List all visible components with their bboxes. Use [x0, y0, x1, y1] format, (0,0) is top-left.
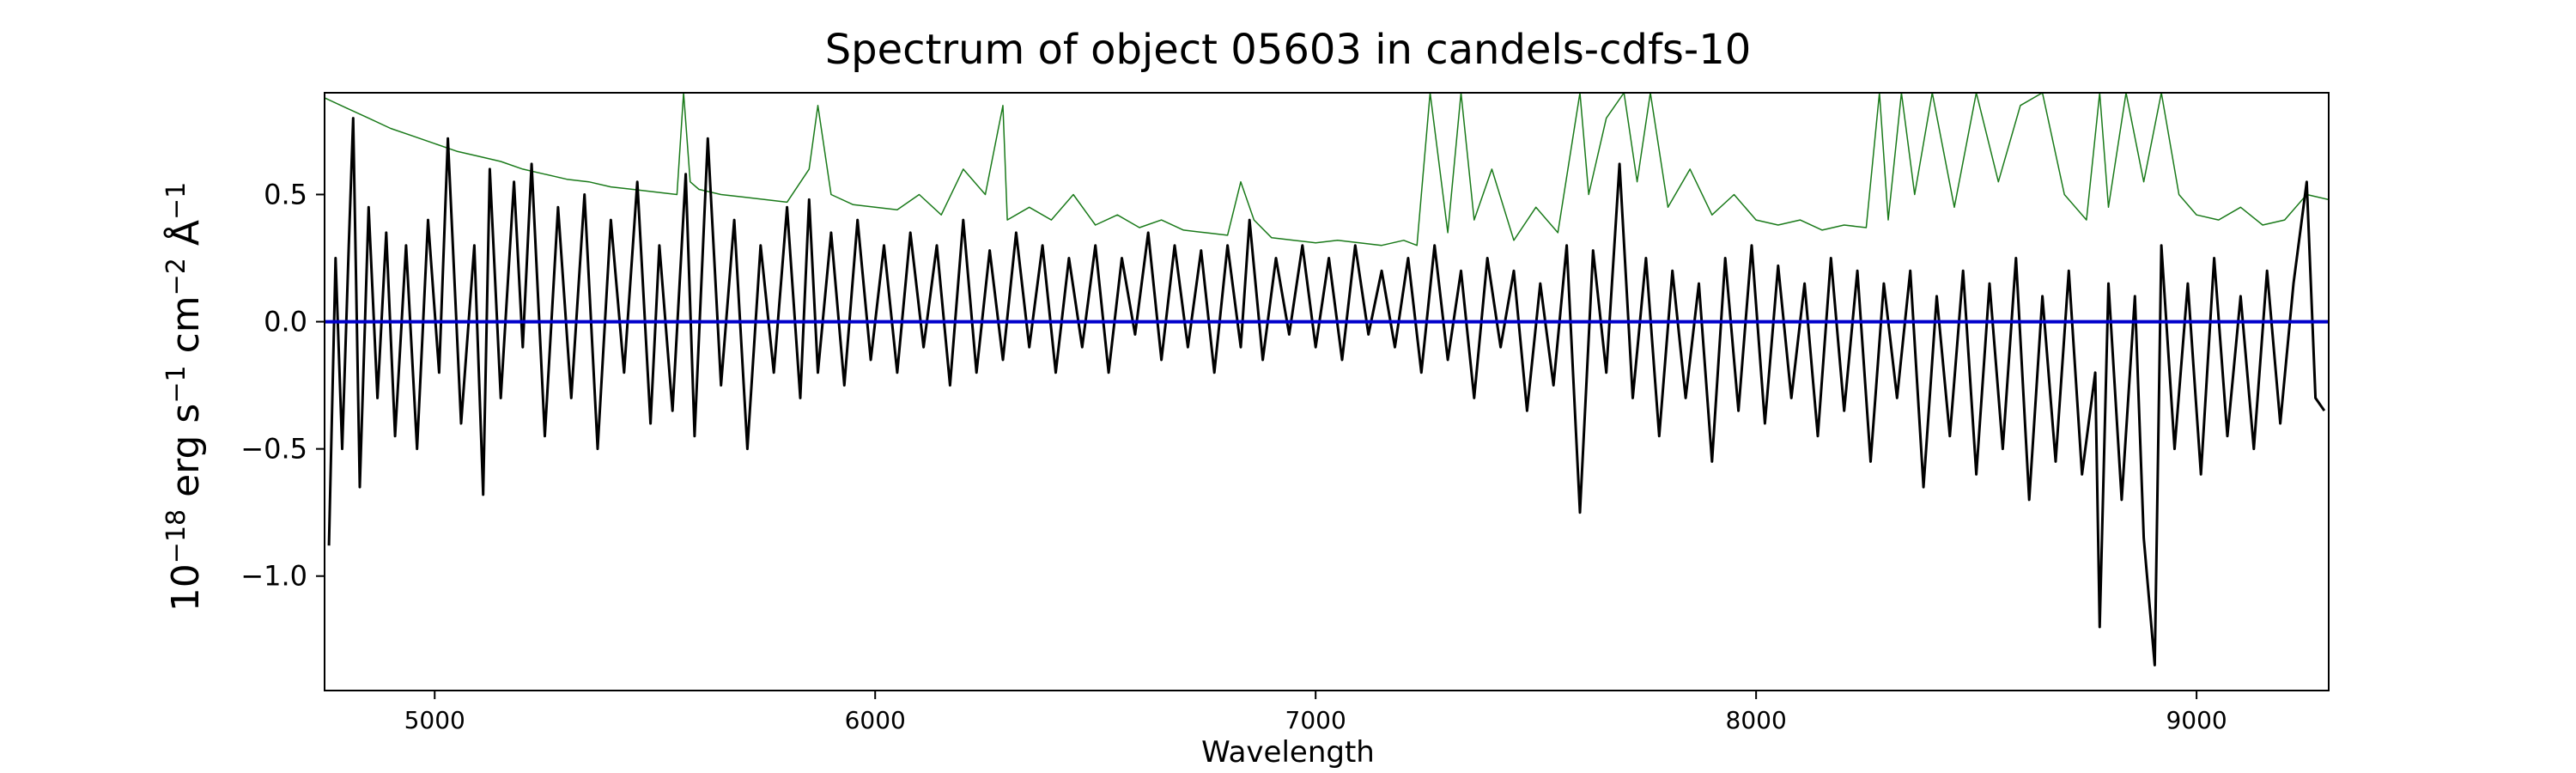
series-layer — [325, 93, 2329, 666]
x-axis-label: Wavelength — [1201, 735, 1375, 770]
ticks-layer: 5000 6000 7000 8000 9000 −1.0 −0.5 0.0 0.5 — [240, 178, 2227, 734]
x-tick-label: 7000 — [1285, 706, 1346, 734]
x-tick-label: 5000 — [404, 706, 465, 734]
x-tick-label: 6000 — [845, 706, 906, 734]
y-tick-label: 0.5 — [264, 178, 307, 210]
y-tick-label: −0.5 — [240, 433, 307, 466]
series-line-error — [325, 93, 2329, 247]
y-tick-label: −1.0 — [240, 560, 307, 593]
x-tick-label: 9000 — [2166, 706, 2227, 734]
series-line-flux — [327, 117, 2326, 666]
x-tick-label: 8000 — [1726, 706, 1787, 734]
axes-frame — [324, 92, 2330, 691]
y-tick-label: 0.0 — [264, 306, 307, 338]
chart-title: Spectrum of object 05603 in candels-cdfs… — [824, 26, 1752, 74]
